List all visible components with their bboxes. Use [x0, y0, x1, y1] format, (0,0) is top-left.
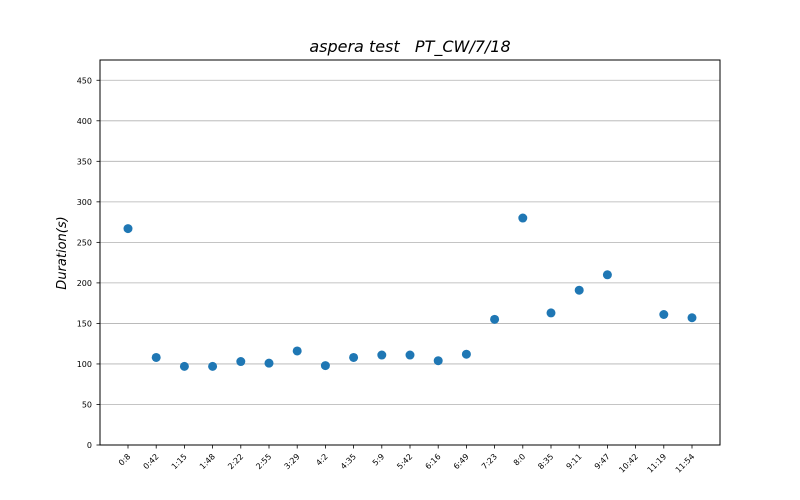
- data-point: [151, 352, 161, 362]
- data-point: [518, 213, 528, 223]
- y-tick-label: 400: [77, 117, 92, 126]
- y-tick-label: 450: [77, 76, 92, 85]
- y-tick-label: 50: [82, 400, 92, 409]
- data-point: [405, 350, 415, 360]
- y-tick-label: 0: [87, 441, 92, 450]
- data-point: [349, 352, 359, 362]
- chart-title: aspera test PT_CW/7/18: [309, 37, 510, 57]
- data-point: [433, 356, 443, 366]
- y-axis-label: Duration(s): [55, 216, 70, 289]
- data-point: [546, 308, 556, 318]
- data-point: [490, 314, 500, 324]
- data-points: [123, 213, 697, 371]
- data-point: [461, 349, 471, 359]
- data-point: [179, 361, 189, 371]
- data-point: [320, 361, 330, 371]
- data-point: [687, 313, 697, 323]
- y-tick-label: 350: [77, 157, 92, 166]
- y-tick-label: 150: [77, 319, 92, 328]
- y-tick-label: 100: [77, 360, 92, 369]
- data-point: [602, 270, 612, 280]
- y-tick-label: 250: [77, 238, 92, 247]
- data-point: [264, 358, 274, 368]
- data-point: [236, 357, 246, 367]
- data-point: [123, 224, 133, 234]
- y-axis-ticks: 0 50 100 150 200 250 300 350 400 450: [77, 76, 100, 450]
- data-point: [574, 285, 584, 295]
- grid-lines: [100, 79, 720, 405]
- y-tick-label: 300: [77, 198, 92, 207]
- y-tick-label: 200: [77, 279, 92, 288]
- data-point: [377, 350, 387, 360]
- data-point: [208, 361, 218, 371]
- data-point: [292, 346, 302, 356]
- plot-area-frame: [99, 59, 721, 446]
- data-point: [659, 310, 669, 320]
